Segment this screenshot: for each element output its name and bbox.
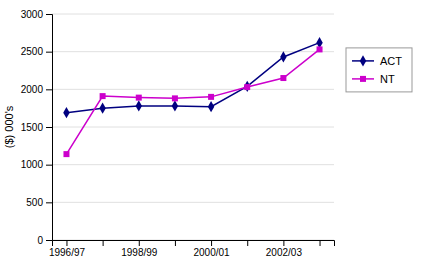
- y-axis-line: [46, 15, 53, 241]
- series-line: [66, 43, 319, 113]
- x-tick-mark: [320, 240, 321, 246]
- series-marker: [100, 93, 106, 99]
- y-tick-mark: [46, 202, 52, 203]
- series-marker: [172, 100, 178, 111]
- series-marker: [136, 95, 142, 101]
- grid-line: [52, 89, 334, 90]
- x-tick: [247, 240, 248, 246]
- x-axis: 1996/97 1998/99 2000/01 2002/03: [49, 240, 335, 258]
- y-tick: 500: [26, 197, 52, 208]
- y-tick: 1500: [21, 122, 52, 133]
- y-tick-label: 1500: [21, 122, 44, 133]
- series-marker: [244, 84, 250, 90]
- grid-line: [52, 202, 334, 203]
- x-tick: [175, 240, 176, 246]
- grid-line: [52, 127, 334, 128]
- series-marker: [208, 94, 214, 100]
- y-tick: 1000: [21, 159, 52, 170]
- x-tick: 2000/01: [193, 240, 230, 258]
- series-marker: [244, 81, 250, 92]
- y-tick: 3000: [21, 9, 52, 20]
- y-tick-mark: [46, 240, 52, 241]
- grid-line: [52, 14, 334, 15]
- series-marker: [280, 75, 286, 81]
- x-tick: [103, 240, 104, 246]
- legend-frame: [346, 48, 412, 92]
- x-tick-mark: [103, 240, 104, 246]
- x-axis-line: [53, 241, 335, 247]
- grid-line: [52, 164, 334, 165]
- x-tick-label: 2000/01: [193, 247, 230, 258]
- series-marker: [63, 107, 69, 118]
- y-tick-label: 2000: [21, 84, 44, 95]
- x-tick-mark: [139, 240, 140, 246]
- y-tick-mark: [46, 89, 52, 90]
- legend-marker: [360, 55, 366, 66]
- series-marker: [208, 101, 214, 112]
- marks: [63, 37, 323, 157]
- x-tick-mark: [211, 240, 212, 246]
- series-marker: [136, 100, 142, 111]
- legend-label: ACT: [380, 55, 402, 67]
- y-tick-mark: [46, 52, 52, 53]
- y-tick-label: 3000: [21, 9, 44, 20]
- x-tick-mark: [66, 240, 67, 246]
- y-tick: 2000: [21, 84, 52, 95]
- y-tick-label: 0: [37, 235, 43, 246]
- grid-line: [52, 51, 334, 52]
- y-tick-label: 2500: [21, 46, 44, 57]
- x-tick-mark: [283, 240, 284, 246]
- x-tick-label: 1996/97: [49, 247, 86, 258]
- series-marker: [317, 46, 323, 52]
- legend: ACT NT: [346, 48, 412, 92]
- x-tick: 1998/99: [121, 240, 158, 258]
- y-tick-mark: [46, 165, 52, 166]
- plot: 0 500 1000 1500 2000 2500 3000 1996/97 1998/99 20…: [21, 9, 335, 258]
- x-tick-mark: [175, 240, 176, 246]
- y-tick-label: 500: [26, 197, 43, 208]
- x-tick-label: 1998/99: [121, 247, 158, 258]
- y-axis-title: ($) 000's: [3, 105, 15, 148]
- series-marker: [280, 51, 286, 62]
- y-tick-mark: [46, 127, 52, 128]
- legend-label: NT: [380, 73, 395, 85]
- x-tick-mark: [247, 240, 248, 246]
- x-tick-label: 2002/03: [266, 247, 303, 258]
- x-tick: [320, 240, 321, 246]
- x-tick: 1996/97: [49, 240, 86, 258]
- y-tick-mark: [46, 14, 52, 15]
- legend-marker: [360, 76, 366, 82]
- grid: [52, 14, 334, 240]
- series-line: [66, 49, 319, 154]
- series-marker: [63, 151, 69, 157]
- y-tick: 0: [37, 235, 52, 246]
- y-tick-label: 1000: [21, 159, 44, 170]
- series-marker: [99, 103, 105, 114]
- series-marker: [172, 95, 178, 101]
- y-axis: 0 500 1000 1500 2000 2500 3000: [21, 9, 53, 246]
- x-tick: 2002/03: [266, 240, 303, 258]
- y-tick: 2500: [21, 46, 52, 57]
- chart: 0 500 1000 1500 2000 2500 3000 1996/97 1998/99 20…: [0, 0, 424, 266]
